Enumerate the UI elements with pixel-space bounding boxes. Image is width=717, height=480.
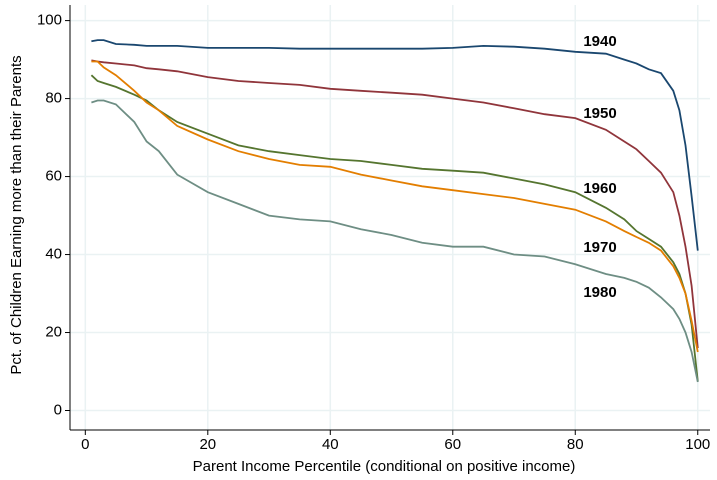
series-label: 1980 bbox=[583, 284, 616, 301]
x-tick-label: 20 bbox=[199, 436, 216, 453]
x-tick-label: 0 bbox=[81, 436, 89, 453]
x-tick-label: 80 bbox=[567, 436, 584, 453]
y-tick-label: 60 bbox=[45, 168, 62, 185]
y-tick-label: 0 bbox=[54, 401, 62, 418]
y-tick-label: 100 bbox=[37, 12, 62, 29]
series-line bbox=[91, 99, 699, 383]
y-tick-label: 20 bbox=[45, 323, 62, 340]
x-axis-label: Parent Income Percentile (conditional on… bbox=[193, 458, 576, 475]
series-line bbox=[91, 60, 699, 353]
y-tick-label: 40 bbox=[45, 246, 62, 263]
x-tick-label: 100 bbox=[685, 436, 710, 453]
series-line bbox=[90, 74, 699, 382]
series-label: 1950 bbox=[583, 105, 616, 122]
y-axis-label: Pct. of Children Earning more than their… bbox=[8, 55, 25, 374]
y-tick-label: 80 bbox=[45, 90, 62, 107]
series-label: 1970 bbox=[583, 239, 616, 256]
series-line bbox=[91, 59, 699, 349]
series-line bbox=[91, 39, 699, 251]
series-label: 1940 bbox=[583, 33, 616, 50]
x-tick-label: 60 bbox=[444, 436, 461, 453]
x-tick-label: 40 bbox=[322, 436, 339, 453]
series-label: 1960 bbox=[583, 180, 616, 197]
